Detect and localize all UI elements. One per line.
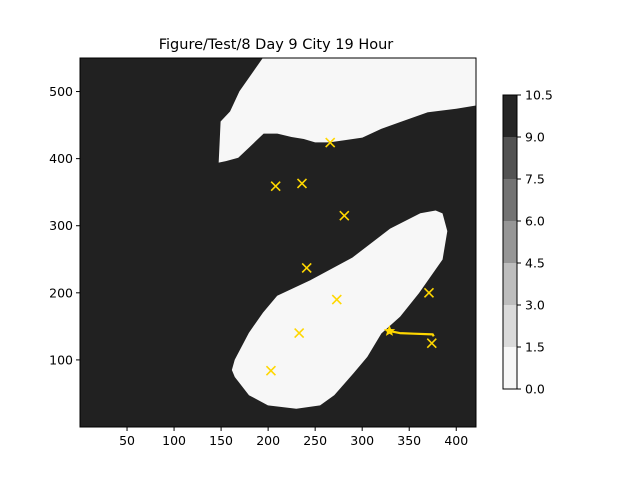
x-tick-label: 300 bbox=[350, 433, 374, 448]
city-marker-10 bbox=[426, 338, 437, 349]
colorbar-tick-label: 9.0 bbox=[525, 130, 545, 145]
route-path bbox=[389, 330, 435, 337]
colorbar-level-2 bbox=[503, 305, 517, 347]
x-tick-label: 50 bbox=[119, 433, 135, 448]
colorbar-tick-label: 4.5 bbox=[525, 256, 545, 271]
city-marker-3 bbox=[331, 294, 342, 305]
colorbar-level-7 bbox=[503, 95, 517, 137]
colorbar-tick-label: 0.0 bbox=[525, 382, 545, 397]
x-tick-label: 200 bbox=[256, 433, 280, 448]
marker-layer bbox=[265, 137, 437, 376]
colorbar-level-6 bbox=[503, 137, 517, 179]
y-tick-label: 300 bbox=[49, 218, 73, 233]
city-marker-8 bbox=[325, 137, 336, 148]
city-marker-4 bbox=[301, 262, 312, 274]
y-axis: 100 200 300 400 500 bbox=[49, 84, 80, 367]
colorbar-tick-label: 6.0 bbox=[525, 214, 545, 229]
colorbar: 0.0 1.5 3.0 4.5 6.0 7.5 9.0 10.5 bbox=[502, 88, 553, 397]
x-tick-label: 150 bbox=[209, 433, 233, 448]
land-region-south-island bbox=[231, 210, 448, 409]
colorbar-tick-label: 7.5 bbox=[525, 172, 545, 187]
colorbar-frame bbox=[502, 94, 518, 390]
x-axis: 50 100 150 200 250 300 350 400 bbox=[119, 427, 468, 448]
plot-frame bbox=[79, 57, 477, 428]
x-tick-label: 100 bbox=[162, 433, 186, 448]
colorbar-level-5 bbox=[503, 179, 517, 221]
colorbar-tick-label: 3.0 bbox=[525, 298, 545, 313]
x-tick-label: 350 bbox=[397, 433, 421, 448]
colorbar-tick-label: 10.5 bbox=[525, 88, 553, 103]
y-tick-label: 500 bbox=[49, 84, 73, 99]
y-tick-label: 200 bbox=[49, 285, 73, 300]
colorbar-ticks: 0.0 1.5 3.0 4.5 6.0 7.5 9.0 10.5 bbox=[517, 88, 553, 397]
x-tick-label: 250 bbox=[303, 433, 327, 448]
colorbar-cells bbox=[503, 95, 517, 389]
colorbar-level-3 bbox=[503, 263, 517, 305]
path-layer bbox=[383, 325, 435, 337]
y-tick-label: 100 bbox=[49, 352, 73, 367]
city-marker-2 bbox=[294, 328, 305, 339]
land-layer bbox=[218, 58, 476, 409]
city-marker-7 bbox=[296, 178, 308, 189]
colorbar-level-4 bbox=[503, 221, 517, 263]
chart-title: Figure/Test/8 Day 9 City 19 Hour bbox=[159, 37, 394, 53]
y-tick-label: 400 bbox=[49, 151, 73, 166]
colorbar-tick-label: 1.5 bbox=[525, 340, 545, 355]
plot-area bbox=[79, 57, 477, 428]
city-marker-6 bbox=[270, 181, 281, 192]
route-start-star bbox=[383, 325, 396, 336]
city-marker-9 bbox=[423, 287, 435, 298]
colorbar-level-1 bbox=[503, 347, 517, 389]
city-marker-5 bbox=[339, 210, 350, 221]
x-tick-label: 400 bbox=[444, 433, 468, 448]
city-marker-1 bbox=[265, 365, 277, 376]
land-region-north-coast bbox=[218, 58, 476, 163]
